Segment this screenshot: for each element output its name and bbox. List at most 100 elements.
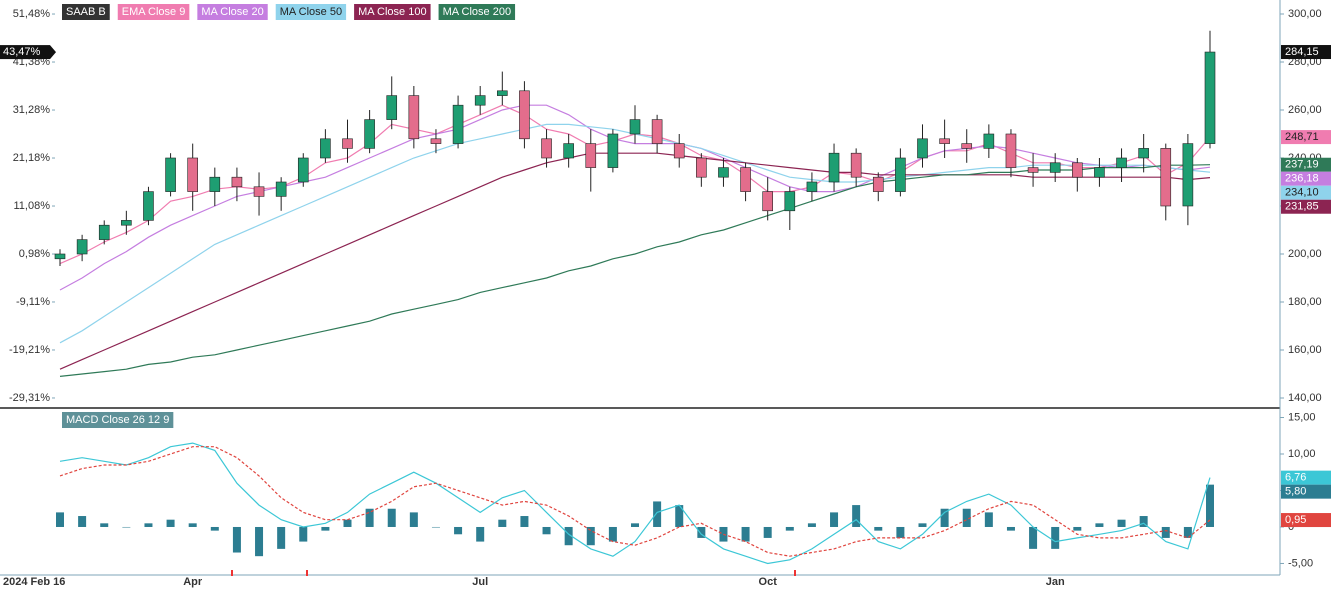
- last-value-label: 248,71: [1285, 131, 1319, 143]
- macd-histogram-bar: [409, 512, 418, 527]
- candle-body: [519, 90, 530, 140]
- candle-body: [1094, 167, 1105, 178]
- macd-histogram-bar: [1139, 516, 1148, 527]
- legend-box: [62, 4, 110, 20]
- macd-histogram-bar: [918, 523, 927, 527]
- candle-body: [651, 119, 663, 144]
- legend-box: [438, 4, 516, 20]
- candle-body: [983, 133, 995, 149]
- candle-body: [474, 95, 486, 106]
- macd-histogram-bar: [1006, 526, 1015, 531]
- last-value-label-bg: [1281, 199, 1331, 214]
- macd-histogram-bar: [763, 526, 772, 538]
- candle-body: [740, 167, 751, 192]
- macd-histogram-bar: [542, 526, 551, 535]
- macd-histogram-bar: [56, 512, 64, 527]
- last-value-label-bg: [1281, 513, 1331, 528]
- legend-box: [354, 4, 431, 20]
- legend-label: SAAB B: [66, 6, 106, 18]
- macd-histogram-bar: [387, 508, 396, 527]
- x-tick-label: 2024 Feb 16: [3, 576, 65, 588]
- last-value-label-bg: [1281, 185, 1331, 200]
- y2-tick-label: -19,21%: [9, 344, 50, 356]
- y2-tick-label: 51,48%: [13, 8, 51, 20]
- y2-tick-label: -29,31%: [9, 392, 50, 404]
- change-label: 43,47%: [3, 46, 41, 58]
- candle-body: [143, 191, 154, 221]
- macd-histogram-bar: [343, 519, 352, 527]
- candle-body: [895, 157, 906, 192]
- macd-histogram-bar: [675, 505, 684, 527]
- macd-histogram-bar: [896, 526, 905, 538]
- y-tick-label: 140,00: [1288, 392, 1322, 404]
- macd-histogram-bar: [1161, 526, 1170, 538]
- macd-histogram-bar: [741, 526, 750, 542]
- last-value-label: 236,18: [1285, 173, 1319, 185]
- y-tick-label: 300,00: [1288, 8, 1322, 20]
- last-value-label: 237,19: [1285, 159, 1319, 171]
- candle-body: [54, 253, 66, 260]
- macd-histogram-bar: [564, 526, 573, 546]
- macd-histogram-bar: [78, 516, 87, 527]
- candle-body: [253, 186, 265, 197]
- macd-histogram-bar: [852, 505, 861, 527]
- macd-histogram-bar: [431, 526, 440, 528]
- macd-histogram-bar: [232, 526, 241, 553]
- y-tick-label: 180,00: [1288, 296, 1322, 308]
- x-tick-label: Jan: [1046, 576, 1065, 588]
- candle-body: [806, 181, 818, 192]
- legend-label: MA Close 100: [358, 6, 426, 18]
- candle-body: [209, 176, 221, 192]
- y-tick-label: 15,00: [1288, 411, 1316, 423]
- last-value-label-bg: [1281, 484, 1331, 499]
- y2-tick-label: -9,11%: [16, 296, 50, 308]
- macd-histogram-bar: [520, 516, 529, 527]
- candle-body: [1204, 51, 1216, 144]
- macd-histogram-bar: [962, 508, 971, 527]
- x-tick-label: Oct: [759, 576, 778, 588]
- ma-line: [59, 104, 1211, 291]
- x-tick-label: Jul: [472, 576, 488, 588]
- candle-body: [673, 143, 685, 159]
- y-tick-label: 10,00: [1288, 448, 1316, 460]
- candle-body: [121, 220, 132, 226]
- candle-body: [939, 138, 950, 144]
- macd-histogram-bar: [321, 526, 330, 531]
- candle-body: [1138, 148, 1149, 159]
- ma-line: [59, 164, 1211, 377]
- candle-body: [1005, 133, 1017, 168]
- last-value-label: 284,15: [1285, 46, 1319, 58]
- candle-body: [961, 143, 973, 149]
- candle-body: [1072, 162, 1083, 178]
- candle-body: [297, 157, 309, 183]
- y2-tick-label: 11,08%: [14, 200, 51, 212]
- macd-histogram-bar: [631, 523, 639, 527]
- last-value-label-bg: [1281, 171, 1331, 186]
- macd-histogram-bar: [498, 519, 507, 527]
- legend-label: MA Close 20: [201, 6, 263, 18]
- macd-histogram-bar: [365, 508, 374, 527]
- change-label-arrow: [50, 45, 56, 60]
- macd-histogram-bar: [100, 523, 109, 527]
- y-tick-label: -5,00: [1288, 557, 1313, 569]
- candle-body: [828, 152, 840, 183]
- y2-tick-label: 21,18%: [13, 152, 51, 164]
- candle-body: [917, 138, 928, 159]
- last-value-label-bg: [1281, 130, 1331, 145]
- y-tick-label: 200,00: [1288, 248, 1322, 260]
- macd-line: [59, 446, 1211, 557]
- legend-label: MACD Close 26 12 9: [66, 414, 169, 426]
- y-tick-label: 260,00: [1288, 104, 1322, 116]
- macd-histogram-bar: [277, 526, 286, 549]
- legend-box: [117, 4, 190, 20]
- last-value-label-bg: [1281, 157, 1331, 172]
- legend-label: MA Close 200: [443, 6, 511, 18]
- candle-body: [364, 119, 375, 149]
- candle-body: [386, 95, 398, 120]
- macd-histogram-bar: [122, 526, 131, 528]
- macd-histogram-bar: [454, 526, 463, 535]
- candle-body: [1049, 162, 1061, 173]
- legend-label: MA Close 50: [280, 6, 342, 18]
- y-tick-label: 160,00: [1288, 344, 1322, 356]
